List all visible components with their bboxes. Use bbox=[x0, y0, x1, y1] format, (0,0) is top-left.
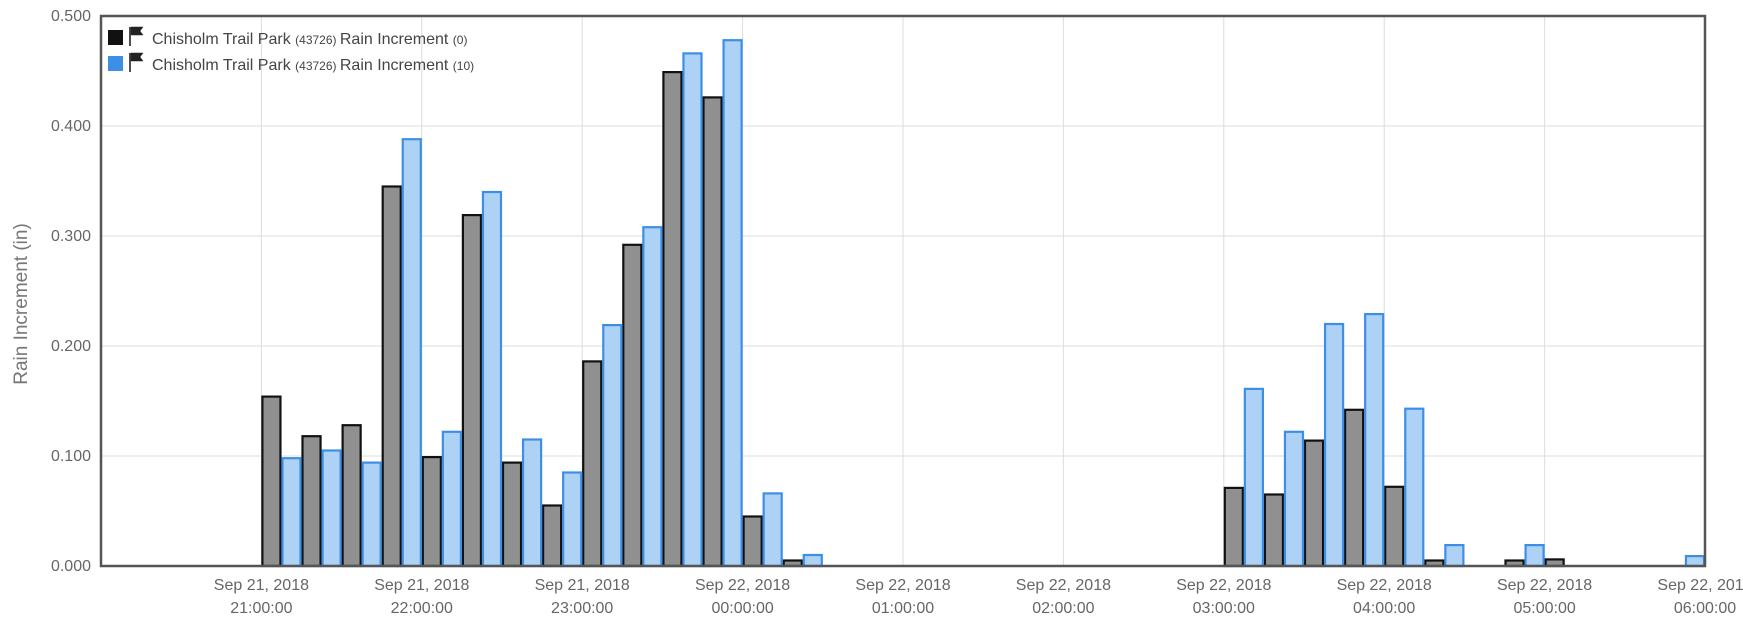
bars bbox=[261, 39, 1706, 568]
bar-series-0[interactable] bbox=[1303, 439, 1325, 568]
y-axis-title: Rain Increment (in) bbox=[11, 223, 32, 385]
x-tick-label: 22:00:00 bbox=[391, 600, 453, 617]
x-tick-label: Sep 22, 2018 bbox=[1657, 577, 1743, 594]
bar-series-1[interactable] bbox=[281, 457, 302, 568]
x-tick-label: Sep 21, 2018 bbox=[214, 577, 309, 594]
bar-series-1[interactable] bbox=[521, 438, 543, 568]
x-tick-label: 01:00:00 bbox=[872, 600, 934, 617]
bar-series-1[interactable] bbox=[762, 492, 783, 568]
bar-series-1[interactable] bbox=[682, 52, 703, 568]
bar-series-1[interactable] bbox=[1684, 554, 1706, 568]
plot-frame bbox=[99, 14, 1707, 568]
bar-series-0[interactable] bbox=[501, 461, 523, 568]
x-tick-label: 05:00:00 bbox=[1513, 600, 1575, 617]
legend-swatch bbox=[108, 30, 123, 45]
x-tick-label: Sep 22, 2018 bbox=[1016, 577, 1111, 594]
bar-series-1[interactable] bbox=[481, 190, 503, 568]
bar-series-0[interactable] bbox=[301, 435, 322, 568]
bar-series-0[interactable] bbox=[381, 185, 402, 568]
bar-series-0[interactable] bbox=[261, 395, 282, 568]
bar-series-0[interactable] bbox=[622, 243, 643, 568]
x-tick-label: 04:00:00 bbox=[1353, 600, 1415, 617]
bar-series-1[interactable] bbox=[401, 138, 422, 568]
bar-series-1[interactable] bbox=[642, 226, 663, 568]
bar-series-0[interactable] bbox=[1223, 486, 1244, 568]
bar-series-1[interactable] bbox=[1243, 387, 1264, 568]
x-tick-label: Sep 21, 2018 bbox=[535, 577, 630, 594]
legend-label: Chisholm Trail Park (43726) Rain Increme… bbox=[152, 31, 467, 48]
x-axis-ticks: Sep 21, 2018 21:00:00 Sep 21, 2018 22:00:00… bbox=[214, 577, 1743, 617]
bar-series-0[interactable] bbox=[742, 515, 763, 568]
legend-label: Chisholm Trail Park (43726) Rain Increme… bbox=[152, 57, 474, 74]
bar-series-1[interactable] bbox=[361, 461, 382, 568]
y-axis-ticks: 0.000 0.100 0.200 0.300 0.400 0.500 bbox=[51, 8, 91, 575]
legend[interactable]: Chisholm Trail Park (43726) Rain Increme… bbox=[108, 26, 474, 74]
bar-series-0[interactable] bbox=[662, 70, 683, 568]
legend-item[interactable]: Chisholm Trail Park (43726) Rain Increme… bbox=[108, 52, 474, 74]
x-tick-label: Sep 22, 2018 bbox=[695, 577, 790, 594]
y-tick-label: 0.200 bbox=[51, 338, 91, 355]
y-tick-label: 0.000 bbox=[51, 558, 91, 575]
x-tick-label: Sep 22, 2018 bbox=[1497, 577, 1592, 594]
bar-series-0[interactable] bbox=[582, 360, 603, 568]
flag-icon bbox=[129, 52, 144, 72]
bar-series-0[interactable] bbox=[1384, 485, 1405, 568]
y-tick-label: 0.400 bbox=[51, 118, 91, 135]
flag-icon bbox=[129, 26, 144, 46]
bar-series-1[interactable] bbox=[562, 471, 583, 568]
x-tick-label: Sep 22, 2018 bbox=[1337, 577, 1432, 594]
bar-series-0[interactable] bbox=[541, 504, 563, 568]
x-tick-label: Sep 22, 2018 bbox=[1176, 577, 1271, 594]
bar-series-1[interactable] bbox=[441, 430, 463, 568]
y-tick-label: 0.100 bbox=[51, 448, 91, 465]
legend-item[interactable]: Chisholm Trail Park (43726) Rain Increme… bbox=[108, 26, 467, 48]
bar-series-1[interactable] bbox=[1444, 543, 1465, 568]
bar-series-1[interactable] bbox=[602, 324, 623, 568]
bar-series-1[interactable] bbox=[802, 553, 823, 568]
bar-series-1[interactable] bbox=[1283, 430, 1305, 568]
bar-series-1[interactable] bbox=[1404, 407, 1425, 568]
bar-series-0[interactable] bbox=[702, 96, 723, 568]
legend-swatch bbox=[108, 56, 123, 71]
x-tick-label: 03:00:00 bbox=[1193, 600, 1255, 617]
bar-series-1[interactable] bbox=[722, 39, 743, 568]
x-tick-label: 00:00:00 bbox=[711, 600, 773, 617]
bar-series-1[interactable] bbox=[1524, 543, 1545, 568]
x-tick-label: 06:00:00 bbox=[1674, 600, 1736, 617]
x-tick-label: 21:00:00 bbox=[230, 600, 292, 617]
bar-series-1[interactable] bbox=[321, 449, 342, 568]
bar-series-1[interactable] bbox=[1364, 313, 1385, 568]
bar-series-0[interactable] bbox=[461, 214, 483, 568]
y-tick-label: 0.300 bbox=[51, 228, 91, 245]
x-tick-label: 02:00:00 bbox=[1032, 600, 1094, 617]
bar-series-0[interactable] bbox=[1343, 408, 1365, 568]
bar-series-0[interactable] bbox=[1263, 493, 1285, 568]
x-tick-label: Sep 21, 2018 bbox=[374, 577, 469, 594]
bar-series-0[interactable] bbox=[341, 424, 362, 568]
y-tick-label: 0.500 bbox=[51, 8, 91, 25]
x-tick-label: 23:00:00 bbox=[551, 600, 613, 617]
x-tick-label: Sep 22, 2018 bbox=[855, 577, 950, 594]
bar-series-0[interactable] bbox=[421, 456, 442, 568]
bar-series-1[interactable] bbox=[1323, 322, 1345, 568]
